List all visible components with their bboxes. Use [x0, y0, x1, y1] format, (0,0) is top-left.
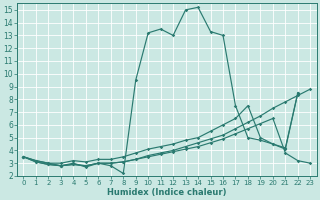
X-axis label: Humidex (Indice chaleur): Humidex (Indice chaleur)	[107, 188, 227, 197]
